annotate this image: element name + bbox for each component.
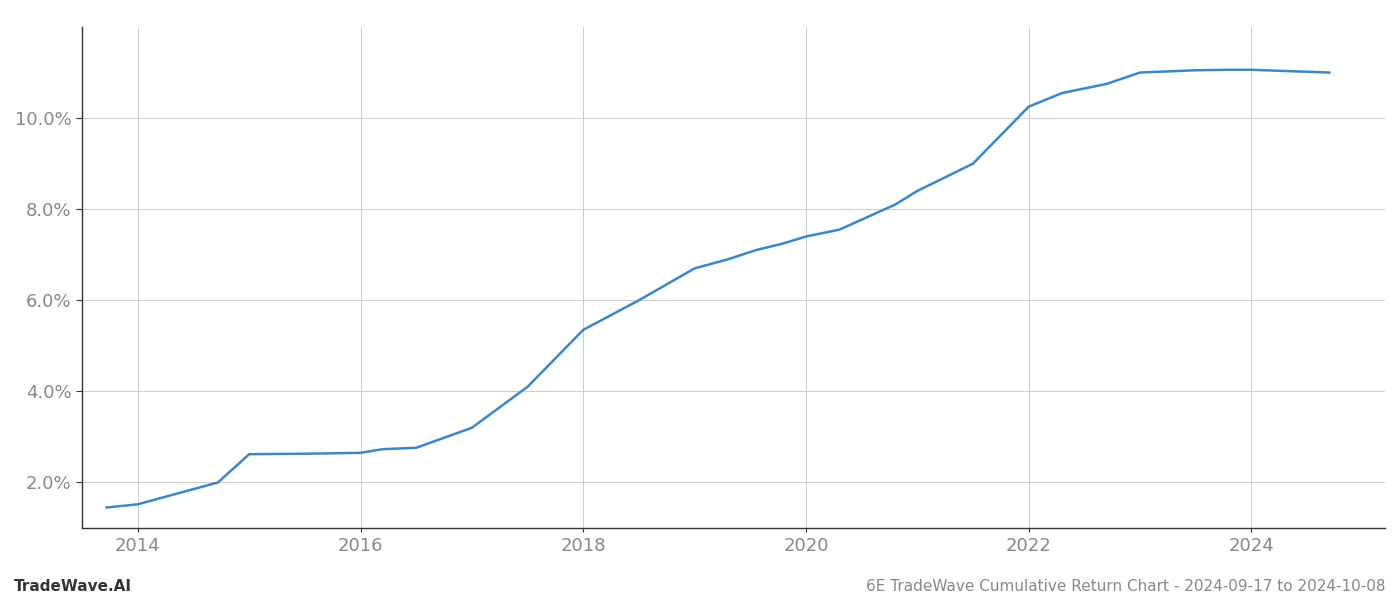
Text: TradeWave.AI: TradeWave.AI bbox=[14, 579, 132, 594]
Text: 6E TradeWave Cumulative Return Chart - 2024-09-17 to 2024-10-08: 6E TradeWave Cumulative Return Chart - 2… bbox=[867, 579, 1386, 594]
